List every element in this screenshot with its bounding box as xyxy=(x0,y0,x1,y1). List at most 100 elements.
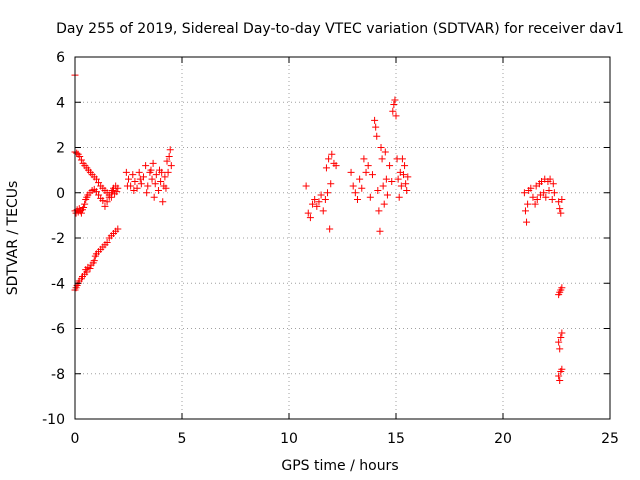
data-point xyxy=(309,200,317,208)
data-point xyxy=(167,162,175,170)
data-point xyxy=(373,132,381,140)
data-point xyxy=(556,205,564,213)
data-point xyxy=(401,162,409,170)
data-point xyxy=(372,123,380,131)
x-tick-label: 5 xyxy=(178,431,187,447)
data-point xyxy=(403,186,411,194)
data-point xyxy=(382,175,390,183)
x-tick-label: 25 xyxy=(601,431,619,447)
data-point xyxy=(114,225,122,233)
data-point xyxy=(378,155,386,163)
chart-title: Day 255 of 2019, Sidereal Day-to-day VTE… xyxy=(56,21,624,37)
data-point xyxy=(389,107,397,115)
data-point xyxy=(557,209,565,217)
data-point xyxy=(533,196,541,204)
data-point xyxy=(347,168,355,176)
y-tick-label: -6 xyxy=(51,322,65,338)
axis-ticks: 0 5 10 15 20 25 -10 -8 -6 -4 -2 0 2 4 6 xyxy=(42,50,619,447)
data-point xyxy=(327,180,335,188)
data-point xyxy=(86,265,94,273)
data-point xyxy=(77,156,85,164)
data-point xyxy=(395,193,403,201)
data-point xyxy=(113,188,121,196)
x-axis-label: GPS time / hours xyxy=(281,458,398,474)
data-point xyxy=(137,180,145,188)
data-point xyxy=(322,164,330,172)
data-point xyxy=(556,345,564,353)
data-point xyxy=(379,182,387,190)
data-point xyxy=(353,196,361,204)
y-axis-label: SDTVAR / TECUs xyxy=(5,181,21,296)
data-point xyxy=(356,175,364,183)
y-tick-label: 4 xyxy=(56,95,65,111)
data-point xyxy=(161,173,169,181)
data-point xyxy=(550,189,558,197)
grid-lines xyxy=(75,57,610,419)
data-point xyxy=(549,180,557,188)
data-point xyxy=(524,200,532,208)
data-point xyxy=(315,198,323,206)
data-point xyxy=(99,197,107,205)
data-point xyxy=(77,209,85,217)
y-tick-label: 0 xyxy=(56,186,65,202)
data-point xyxy=(362,168,370,176)
data-point xyxy=(358,184,366,192)
data-point xyxy=(392,112,400,120)
data-point xyxy=(383,191,391,199)
data-point xyxy=(154,186,162,194)
data-point xyxy=(558,365,566,373)
data-point xyxy=(103,239,111,247)
y-tick-label: -10 xyxy=(42,412,65,428)
data-point xyxy=(558,284,566,292)
data-point xyxy=(76,153,84,161)
data-point xyxy=(130,186,138,194)
data-point xyxy=(142,162,150,170)
x-tick-label: 10 xyxy=(280,431,298,447)
data-point xyxy=(73,149,81,157)
data-point xyxy=(328,150,336,158)
data-point xyxy=(529,193,537,201)
data-point xyxy=(374,186,382,194)
data-point xyxy=(105,193,113,201)
data-point xyxy=(164,168,172,176)
data-point xyxy=(162,184,170,192)
data-point xyxy=(375,207,383,215)
data-point xyxy=(376,227,384,235)
data-point xyxy=(557,334,565,342)
data-point xyxy=(150,193,158,201)
data-point xyxy=(366,193,374,201)
data-point xyxy=(546,175,554,183)
data-point xyxy=(542,193,550,201)
data-point xyxy=(380,200,388,208)
data-point xyxy=(326,225,334,233)
data-point xyxy=(321,196,329,204)
data-point xyxy=(143,189,151,197)
data-point xyxy=(391,96,399,104)
data-point xyxy=(371,116,379,124)
data-point xyxy=(360,155,368,163)
data-point xyxy=(151,180,159,188)
data-points xyxy=(71,71,566,385)
data-point xyxy=(302,182,310,190)
data-point xyxy=(101,202,109,210)
data-point xyxy=(349,182,357,190)
data-point xyxy=(147,166,155,174)
data-point xyxy=(165,153,173,161)
data-point xyxy=(540,189,548,197)
x-tick-label: 20 xyxy=(494,431,512,447)
data-point xyxy=(324,189,332,197)
data-point xyxy=(80,203,88,211)
data-point xyxy=(351,189,359,197)
data-point xyxy=(555,338,563,346)
data-point xyxy=(386,162,394,170)
data-point xyxy=(521,207,529,215)
data-point xyxy=(125,175,132,183)
data-point xyxy=(527,184,535,192)
data-point xyxy=(311,196,319,204)
data-point xyxy=(556,377,564,385)
data-point xyxy=(304,209,312,217)
data-point xyxy=(157,177,165,185)
data-point xyxy=(83,268,91,276)
data-point xyxy=(158,168,166,176)
